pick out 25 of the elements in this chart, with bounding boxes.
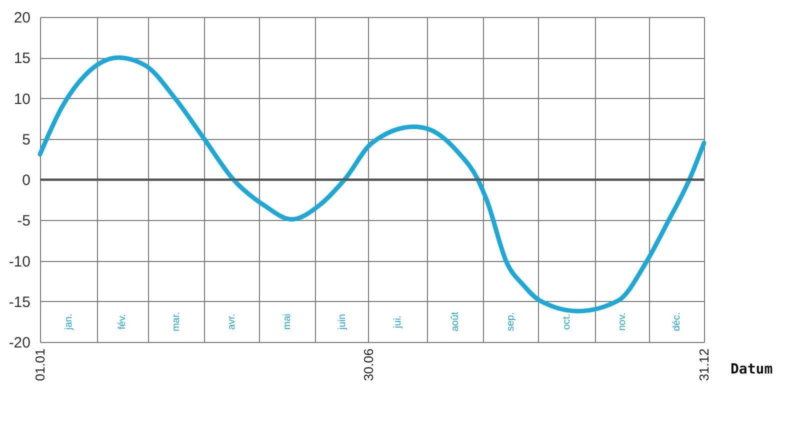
- y-tick-label: -15: [8, 294, 30, 311]
- annotation: nov.: [616, 312, 628, 331]
- x-axis-title: Datum: [730, 362, 773, 378]
- annotation: sep.: [506, 312, 517, 332]
- y-tick-label: -5: [17, 212, 30, 230]
- y-tick-label: -20: [8, 334, 30, 352]
- y-tick-label: 5: [22, 131, 30, 148]
- annotation: mar.: [170, 312, 182, 332]
- annotation: jan.: [63, 314, 74, 331]
- annotation: juin: [336, 314, 348, 330]
- y-tick-label: -10: [8, 253, 30, 270]
- annotation: fév.: [117, 314, 128, 330]
- y-tick-label: 20: [14, 10, 30, 26]
- y-tick-label: 15: [14, 50, 30, 68]
- annotation: mai: [282, 314, 294, 330]
- annotation: jui.: [392, 315, 404, 330]
- x-tick-label: 31.12: [696, 348, 712, 382]
- annotation: août: [450, 312, 461, 332]
- annotation: avr.: [226, 314, 238, 330]
- annotation: oct.: [561, 314, 572, 330]
- x-tick-label: 01.01: [32, 348, 48, 382]
- y-tick-label: 10: [14, 90, 30, 108]
- x-tick-label: 30.06: [360, 348, 376, 382]
- y-tick-label: 0: [22, 172, 30, 189]
- annotation: déc.: [672, 312, 683, 332]
